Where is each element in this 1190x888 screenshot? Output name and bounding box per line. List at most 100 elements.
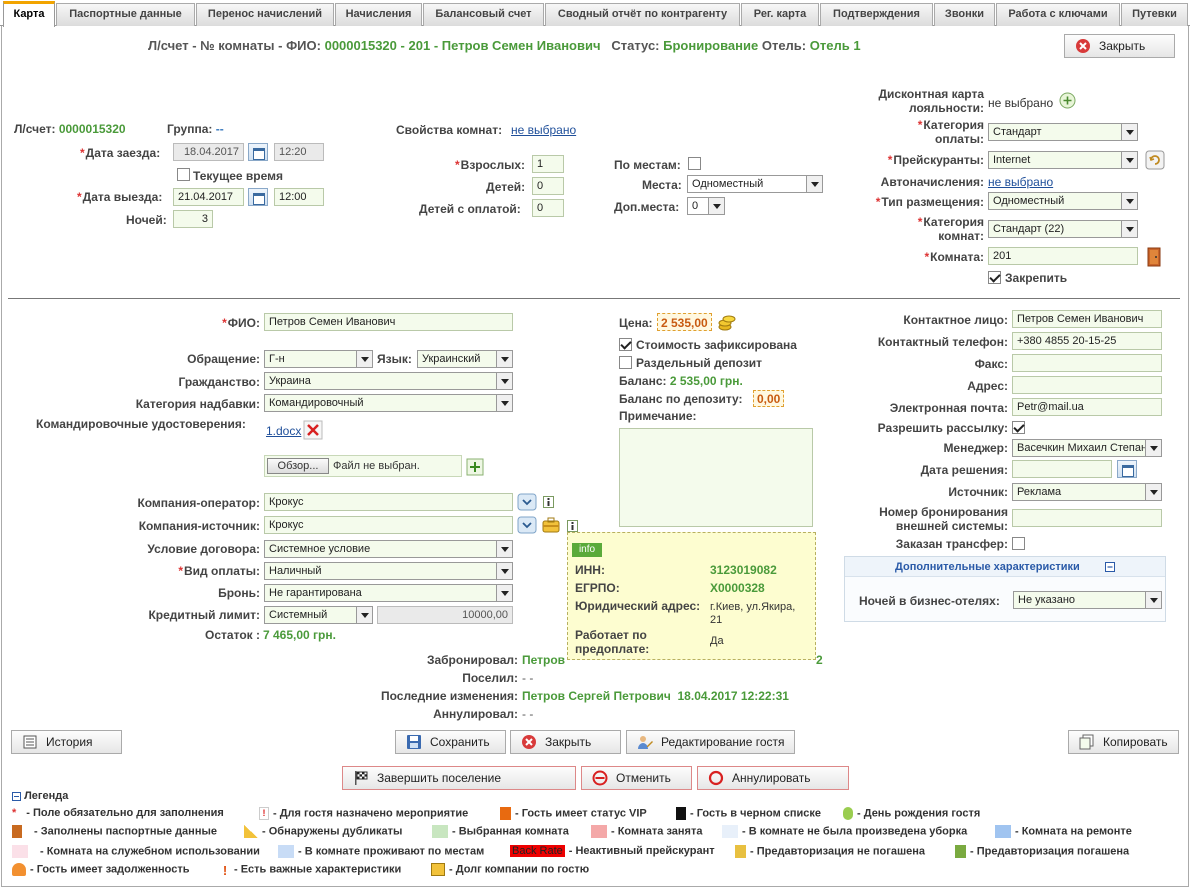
coins-icon[interactable]	[717, 313, 737, 333]
tab-reg-card[interactable]: Рег. карта	[741, 3, 819, 26]
copy-button[interactable]: Копировать	[1068, 730, 1179, 754]
dropdown-icon[interactable]	[517, 493, 537, 511]
annul-button[interactable]: Аннулировать	[697, 766, 849, 790]
credit-amount-input[interactable]: 10000,00	[377, 606, 513, 624]
tab-calls[interactable]: Звонки	[934, 3, 995, 26]
by-places-checkbox[interactable]	[688, 157, 701, 170]
history-icon	[23, 735, 37, 749]
tab-confirmations[interactable]: Подтверждения	[820, 3, 933, 26]
add-file-icon[interactable]	[466, 458, 484, 476]
door-icon[interactable]	[1145, 247, 1163, 267]
cert-file-link[interactable]: 1.docx	[266, 424, 302, 438]
nights-input[interactable]: 3	[173, 210, 213, 228]
ext-booking-input[interactable]	[1012, 509, 1162, 527]
chevron-down-icon	[1145, 592, 1161, 608]
tab-summary[interactable]: Сводный отчёт по контрагенту	[545, 3, 740, 26]
history-button[interactable]: История	[11, 730, 122, 754]
paytype-select[interactable]: Наличный	[264, 562, 513, 580]
info-icon[interactable]	[567, 520, 578, 532]
egrpo-value: X0000328	[710, 581, 765, 595]
save-button[interactable]: Сохранить	[395, 730, 506, 754]
delete-icon[interactable]	[303, 420, 323, 440]
current-time-checkbox[interactable]	[177, 168, 190, 181]
contact-source-select[interactable]: Реклама	[1012, 483, 1162, 501]
booking-select[interactable]: Не гарантирована	[264, 584, 513, 602]
title-select[interactable]: Г-н	[264, 350, 373, 368]
placement-select[interactable]: Одноместный	[988, 192, 1138, 210]
cancel-button[interactable]: Отменить	[581, 766, 692, 790]
extra-places-select[interactable]: 0	[687, 197, 725, 215]
checkin-time-input[interactable]: 12:20	[274, 143, 324, 161]
tab-bar: Карта Паспортные данные Перенос начислен…	[0, 0, 1190, 27]
close-button-top[interactable]: Закрыть	[1064, 34, 1175, 58]
places-select[interactable]: Одноместный	[687, 175, 823, 193]
tab-charges[interactable]: Начисления	[335, 3, 422, 26]
browse-button[interactable]: Обзор...	[267, 458, 329, 474]
language-select[interactable]: Украинский	[417, 350, 513, 368]
transfer-checkbox[interactable]	[1012, 537, 1025, 550]
current-time-label: Текущее время	[193, 169, 283, 183]
price-list-select[interactable]: Internet	[988, 151, 1138, 169]
autocharge-link[interactable]: не выбрано	[988, 175, 1054, 189]
page-title: Л/счет - № комнаты - ФИО: 0000015320 - 2…	[148, 38, 861, 53]
pay-category-select[interactable]: Стандарт	[988, 123, 1138, 141]
mailing-checkbox[interactable]	[1012, 421, 1025, 434]
tab-karta[interactable]: Карта	[3, 1, 55, 27]
fix-room-checkbox[interactable]	[988, 271, 1001, 284]
checkin-date-input[interactable]: 18.04.2017	[173, 143, 244, 161]
room-props-link[interactable]: не выбрано	[511, 123, 577, 137]
checkout-date-input[interactable]: 21.04.2017	[173, 188, 244, 206]
credit-type-select[interactable]: Системный	[264, 606, 373, 624]
price-fixed-label: Стоимость зафиксирована	[636, 338, 797, 352]
surcharge-select[interactable]: Командировочный	[264, 394, 513, 412]
legend-item: - День рождения гостя	[843, 807, 980, 820]
edit-guest-button[interactable]: Редактирование гостя	[626, 730, 795, 754]
tab-transfer-charges[interactable]: Перенос начислений	[196, 3, 334, 26]
transfer-label: Заказан трансфер:	[895, 537, 1008, 551]
account-label: Л/счет: 0000015320	[14, 122, 126, 136]
fax-input[interactable]	[1012, 354, 1162, 372]
contact-phone-input[interactable]: +380 4855 20-15-25	[1012, 332, 1162, 350]
calendar-icon[interactable]	[248, 188, 268, 206]
legend-title[interactable]: Легенда	[12, 790, 68, 802]
refresh-icon[interactable]	[1145, 150, 1165, 170]
note-textarea[interactable]	[619, 428, 813, 527]
operator-input[interactable]: Крокус	[264, 493, 513, 511]
children-input[interactable]: 0	[532, 177, 564, 195]
contract-select[interactable]: Системное условие	[264, 540, 513, 558]
briefcase-icon[interactable]	[542, 517, 560, 533]
finish-settlement-button[interactable]: Завершить поселение	[342, 766, 576, 790]
citizenship-select[interactable]: Украина	[264, 372, 513, 390]
add-icon[interactable]	[1059, 92, 1076, 109]
manager-select[interactable]: Васечкин Михаил Степан	[1012, 439, 1162, 457]
address-input[interactable]	[1012, 376, 1162, 394]
dropdown-icon[interactable]	[517, 516, 537, 534]
fio-input[interactable]: Петров Семен Иванович	[264, 313, 513, 331]
calendar-icon[interactable]	[248, 143, 268, 161]
checkout-time-input[interactable]: 12:00	[274, 188, 324, 206]
info-icon[interactable]	[543, 496, 554, 508]
title-label: Обращение:	[187, 352, 260, 366]
chevron-down-icon	[496, 395, 512, 411]
room-category-select[interactable]: Стандарт (22)	[988, 220, 1138, 238]
tab-vouchers[interactable]: Путевки	[1121, 3, 1188, 26]
tab-keys[interactable]: Работа с ключами	[996, 3, 1120, 26]
close-button[interactable]: Закрыть	[510, 730, 621, 754]
room-input[interactable]: 201	[988, 247, 1138, 265]
collapse-icon[interactable]	[1105, 562, 1115, 572]
contact-person-input[interactable]: Петров Семен Иванович	[1012, 310, 1162, 328]
adults-input[interactable]: 1	[532, 155, 564, 173]
calendar-icon[interactable]	[1117, 460, 1137, 478]
tab-passport[interactable]: Паспортные данные	[56, 3, 195, 26]
business-nights-select[interactable]: Не указано	[1013, 591, 1162, 609]
legend-item: - В комнате проживают по местам	[278, 845, 484, 858]
email-input[interactable]: Petr@mail.ua	[1012, 398, 1162, 416]
separate-deposit-checkbox[interactable]	[619, 356, 632, 369]
autocharge-label: Автоначисления:	[880, 175, 984, 189]
source-company-input[interactable]: Крокус	[264, 516, 513, 534]
paid-children-input[interactable]: 0	[532, 199, 564, 217]
price-fixed-checkbox[interactable]	[619, 338, 632, 351]
extra-characteristics-title[interactable]: Дополнительные характеристики	[895, 561, 1080, 573]
tab-balance[interactable]: Балансовый счет	[423, 3, 544, 26]
decision-date-input[interactable]	[1012, 460, 1112, 478]
